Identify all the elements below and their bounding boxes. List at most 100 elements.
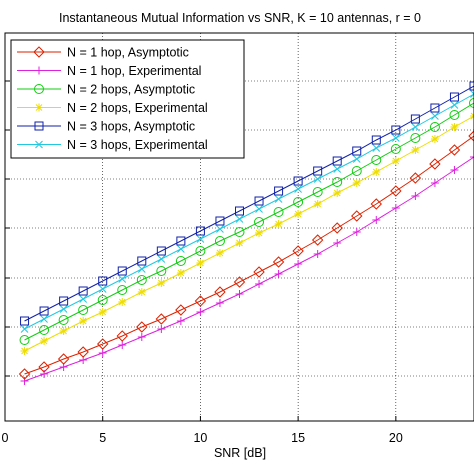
x-tick-label-3: 15 (291, 431, 305, 445)
series-5-point-16 (333, 165, 342, 173)
series-3-point-18 (372, 168, 381, 176)
series-4-point-6 (137, 256, 147, 266)
legend-label-4: N = 3 hops, Asymptotic (67, 120, 195, 134)
series-0-point-1 (38, 361, 50, 373)
series-0-point-5 (116, 330, 128, 342)
legend-label-1: N = 1 hop, Experimental (67, 64, 201, 78)
plot-frame (4, 32, 474, 422)
series-0-point-12 (253, 266, 265, 278)
series-3-point-8 (176, 269, 185, 277)
series-4-point-14 (293, 176, 303, 186)
series-2-point-2 (58, 315, 69, 325)
series-3-point-15 (313, 200, 322, 208)
series-line-3 (24, 115, 474, 352)
series-2-point-12 (254, 217, 265, 227)
x-axis-ticks: 0 5 10 15 20 (2, 416, 403, 445)
series-5-point-12 (255, 205, 263, 213)
legend-swatch-marker-4 (34, 121, 44, 131)
series-0-point-7 (155, 313, 168, 325)
series-5-point-11 (235, 215, 244, 223)
series-2-point-19 (390, 144, 401, 154)
series-3-point-5 (118, 298, 127, 306)
series-2-point-1 (39, 325, 50, 335)
series-1-point-20 (411, 192, 420, 200)
series-2 (19, 98, 474, 345)
series-3-point-9 (196, 259, 205, 267)
series-line-5 (24, 93, 474, 330)
series-1-point-16 (333, 239, 342, 247)
legend-label-3: N = 2 hops, Experimental (67, 101, 208, 115)
series-1-point-11 (235, 290, 244, 298)
series-0-point-4 (97, 338, 109, 350)
series-0-point-13 (272, 256, 285, 268)
series-4-point-13 (274, 186, 284, 196)
series-1-point-5 (118, 341, 127, 349)
series-2-point-4 (97, 295, 108, 305)
series-1-point-6 (137, 333, 146, 341)
series-4-point-8 (176, 236, 186, 246)
series-1-point-18 (372, 216, 381, 224)
series-2-point-17 (351, 166, 362, 176)
series-0-point-21 (429, 158, 441, 170)
series-2-point-11 (234, 227, 245, 237)
series-4-point-5 (117, 266, 127, 276)
series-1-point-8 (176, 317, 185, 325)
series-4-point-15 (313, 166, 323, 176)
series-3-point-11 (235, 239, 244, 247)
legend-label-2: N = 2 hops, Asymptotic (67, 83, 195, 97)
series-2-point-5 (117, 285, 128, 295)
series-2-point-7 (156, 266, 167, 276)
series-3-point-4 (98, 308, 107, 316)
series-3 (20, 112, 474, 355)
series-3-point-6 (137, 288, 146, 296)
legend-swatch-marker-2 (34, 84, 44, 94)
series-5-point-14 (294, 185, 302, 193)
series-2-point-22 (449, 110, 460, 120)
series-2-point-10 (214, 236, 225, 246)
series-2-point-9 (195, 246, 206, 256)
series-3-point-16 (333, 189, 342, 197)
legend-swatch-marker-3 (35, 103, 43, 112)
series-4-point-19 (391, 125, 401, 135)
series-4 (20, 81, 474, 326)
series-2-point-6 (136, 275, 147, 285)
series-5-point-22 (450, 101, 459, 109)
series-4-point-1 (39, 306, 49, 316)
series-3-point-21 (430, 135, 439, 143)
series-2-point-23 (469, 98, 474, 108)
series-1-point-4 (98, 349, 107, 357)
legend-swatch-marker-0 (33, 46, 45, 58)
series-5-point-18 (372, 144, 381, 152)
legend-item-0: N = 1 hop, Asymptotic (17, 46, 189, 60)
series-0-point-22 (448, 144, 461, 156)
series-1-point-13 (274, 270, 283, 278)
series-5-point-1 (40, 315, 48, 323)
series-1-point-10 (215, 299, 224, 307)
series-3-point-13 (274, 220, 283, 228)
series-line-1 (24, 156, 474, 382)
series-2-point-8 (175, 256, 186, 266)
series-4-point-22 (449, 92, 459, 102)
series-3-point-10 (215, 249, 224, 257)
series-3-point-2 (59, 327, 68, 335)
series-0-point-16 (331, 222, 343, 234)
series-0-point-6 (136, 321, 148, 333)
series-line-2 (24, 102, 474, 341)
series-3-point-22 (450, 123, 459, 131)
series-0-point-10 (214, 286, 226, 298)
series-0-point-18 (370, 198, 382, 210)
series-2-point-20 (410, 133, 421, 143)
series-0 (18, 130, 474, 380)
series-5-point-23 (470, 90, 474, 98)
series-3-point-12 (255, 229, 264, 237)
series-1-point-19 (391, 204, 400, 212)
legend-swatch-marker-1 (35, 66, 43, 75)
series-0-point-2 (57, 353, 70, 365)
legend-swatch-marker-5 (35, 140, 43, 149)
series-1-point-7 (157, 325, 166, 333)
series-2-point-16 (332, 177, 343, 187)
series-line-4 (24, 85, 474, 322)
series-1-point-22 (450, 166, 459, 174)
legend-item-4: N = 3 hops, Asymptotic (17, 120, 195, 134)
